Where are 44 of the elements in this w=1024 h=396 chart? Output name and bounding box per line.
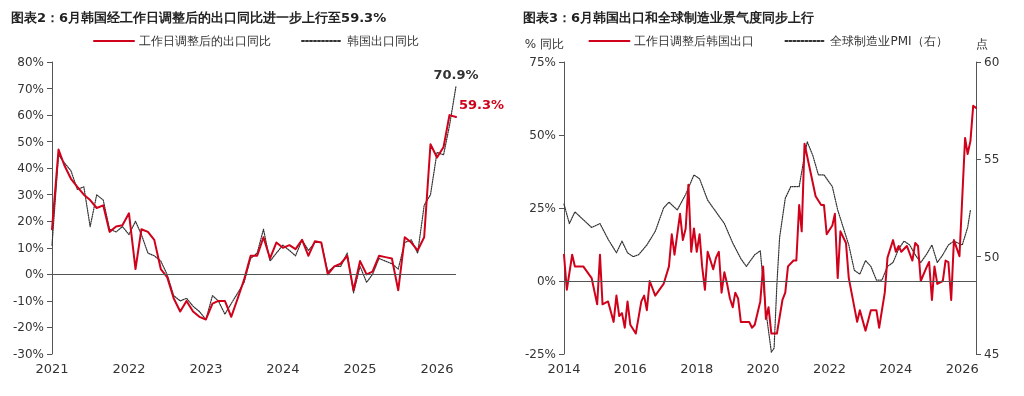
y-tick-label: 25%: [529, 201, 556, 215]
x-tick-label: 2014: [547, 361, 581, 376]
y-tick-label: -30%: [12, 347, 44, 361]
x-tick-label: 2021: [35, 361, 69, 376]
x-tick-label: 2023: [189, 361, 223, 376]
y2-tick-label: 60: [984, 55, 1000, 69]
x-tick-label: 2024: [879, 361, 913, 376]
x-tick-label: 2026: [420, 361, 454, 376]
y2-tick-label: 45: [984, 347, 1000, 361]
x-tick-label: 2022: [812, 361, 847, 376]
legend-label: 全球制造业PMI（右）: [830, 34, 948, 48]
y-tick-label: 80%: [17, 55, 44, 69]
y-tick-label: 60%: [17, 108, 44, 123]
x-tick-label: 2024: [266, 361, 300, 376]
y-tick-label: -20%: [12, 320, 44, 335]
y-tick-label: 40%: [17, 161, 44, 176]
x-tick-label: 2025: [343, 361, 377, 376]
x-tick-label: 2016: [613, 361, 647, 376]
x-tick-label: 2022: [112, 361, 146, 376]
x-tick-label: 2020: [746, 361, 780, 376]
y-tick-label: 50%: [529, 128, 556, 142]
chart-title: 图表2：6月韩国经工作日调整后的出口同比进一步上行至59.3%: [11, 10, 387, 25]
legend-label: 工作日调整后的出口同比: [139, 34, 271, 48]
y2-tick-label: 50: [984, 249, 1000, 264]
y-tick-label: 0%: [24, 267, 44, 282]
y2-axis-title: 点: [976, 37, 988, 51]
y-axis-title: % 同比: [524, 37, 564, 51]
y-tick-label: 50%: [17, 134, 44, 149]
y-tick-label: 75%: [529, 55, 556, 69]
data-label: 70.9%: [433, 67, 479, 83]
chart-title: 图表3：6月韩国出口和全球制造业景气度同步上行: [523, 10, 815, 25]
y-tick-label: 10%: [17, 240, 44, 255]
x-tick-label: 2026: [945, 361, 979, 376]
y-tick-label: 70%: [17, 81, 44, 96]
data-label: 59.3%: [459, 97, 505, 113]
x-tick-label: 2018: [680, 361, 714, 376]
y-tick-label: -10%: [12, 293, 44, 308]
y-tick-label: 30%: [17, 187, 44, 202]
y-tick-label: 20%: [17, 214, 44, 229]
y2-tick-label: 55: [984, 152, 1000, 167]
legend-label: 韩国出口同比: [347, 34, 419, 48]
y-tick-label: 0%: [536, 274, 556, 288]
legend-label: 工作日调整后韩国出口: [634, 34, 755, 48]
y-tick-label: -25%: [524, 347, 556, 361]
